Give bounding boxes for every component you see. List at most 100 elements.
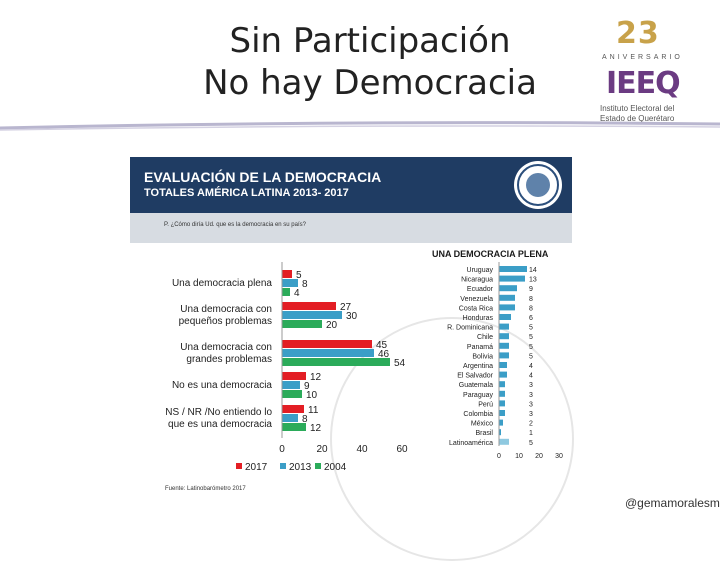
bar-2013 <box>282 279 298 287</box>
country-label: Venezuela <box>460 296 493 303</box>
category-label: Una democracia con <box>180 304 272 315</box>
bar-value-label: 12 <box>310 372 322 383</box>
country-value-label: 4 <box>529 373 533 380</box>
bar-2004 <box>282 423 306 431</box>
legend-swatch <box>236 463 242 469</box>
country-label: Paraguay <box>463 392 493 399</box>
country-value-label: 13 <box>529 277 537 284</box>
country-label: El Salvador <box>457 373 493 380</box>
category-label: que es una democracia <box>168 419 272 430</box>
country-bar <box>499 333 509 340</box>
x-tick-label: 0 <box>279 444 285 455</box>
bar-2017 <box>282 302 336 310</box>
category-label: grandes problemas <box>186 354 272 365</box>
anniversary-label: ANIVERSARIO <box>602 54 683 61</box>
bar-2013 <box>282 414 298 422</box>
country-value-label: 2 <box>529 421 533 428</box>
country-value-label: 3 <box>529 382 533 389</box>
latinobarometro-seal-icon <box>514 161 562 209</box>
country-label: Guatemala <box>459 382 493 389</box>
country-label: Uruguay <box>467 267 494 274</box>
category-label: No es una democracia <box>172 380 272 391</box>
category-label: Una democracia plena <box>172 278 272 289</box>
country-label: Argentina <box>463 363 493 370</box>
country-label: Ecuador <box>467 286 494 293</box>
right-x-tick-label: 30 <box>555 453 563 460</box>
legend-swatch <box>280 463 286 469</box>
twitter-handle: @gemamoralesmar <box>625 496 720 510</box>
bar-value-label: 8 <box>302 414 308 425</box>
bar-value-label: 11 <box>308 405 319 416</box>
country-label: Panamá <box>467 344 493 351</box>
title-divider <box>0 121 720 131</box>
country-value-label: 6 <box>529 315 533 322</box>
bar-value-label: 8 <box>302 279 308 290</box>
country-value-label: 3 <box>529 411 533 418</box>
country-label: Latinoamérica <box>449 440 493 447</box>
country-bar <box>499 381 505 388</box>
bar-2017 <box>282 372 306 380</box>
country-bar <box>499 342 509 349</box>
bar-value-label: 54 <box>394 358 406 369</box>
country-bar <box>499 285 517 292</box>
country-bar <box>499 362 507 368</box>
country-bar <box>499 304 515 311</box>
ieeq-logo: 23 ANIVERSARIO IEEQ Instituto Electoral … <box>596 14 700 124</box>
country-bar <box>499 410 505 416</box>
category-label: Una democracia con <box>180 342 272 353</box>
x-tick-label: 60 <box>396 444 408 455</box>
bar-value-label: 46 <box>378 349 390 360</box>
country-label: Bolivia <box>472 353 493 360</box>
country-bar <box>499 390 505 397</box>
country-label: R. Dominicana <box>447 325 493 332</box>
country-value-label: 3 <box>529 392 533 399</box>
country-label: Chile <box>477 334 493 341</box>
bar-2017 <box>282 340 372 348</box>
bar-value-label: 27 <box>340 302 352 313</box>
country-value-label: 8 <box>529 305 533 312</box>
bar-2004 <box>282 390 302 398</box>
legend-label: 2004 <box>324 462 347 473</box>
bar-value-label: 9 <box>304 381 310 392</box>
country-label: Colombia <box>463 411 493 418</box>
country-bar <box>499 294 515 301</box>
country-bar <box>499 323 509 330</box>
bar-value-label: 10 <box>306 390 318 401</box>
right-x-tick-label: 0 <box>497 453 501 460</box>
country-value-label: 8 <box>529 296 533 303</box>
category-label: NS / NR /No entiendo lo <box>165 407 272 418</box>
country-value-label: 14 <box>529 267 537 274</box>
country-bar <box>499 438 509 445</box>
country-label: Honduras <box>463 315 494 322</box>
country-bar <box>499 275 525 282</box>
right-x-tick-label: 10 <box>515 453 523 460</box>
chart-title: EVALUACIÓN DE LA DEMOCRACIA <box>144 169 382 185</box>
x-tick-label: 20 <box>316 444 328 455</box>
institute-name: Instituto Electoral del Estado de Querét… <box>600 104 675 123</box>
country-label: Perú <box>478 401 493 408</box>
country-bar <box>499 352 509 359</box>
brand-name: IEEQ <box>606 66 681 101</box>
country-value-label: 9 <box>529 286 533 293</box>
chart-header: EVALUACIÓN DE LA DEMOCRACIA TOTALES AMÉR… <box>130 157 572 213</box>
slide-title-line2: No hay Democracia <box>203 63 537 103</box>
country-label: Brasil <box>475 430 493 437</box>
bar-value-label: 4 <box>294 288 300 299</box>
bar-2004 <box>282 288 290 296</box>
bar-2004 <box>282 320 322 328</box>
country-value-label: 5 <box>529 344 533 351</box>
question-text: P. ¿Cómo diría Ud. que es la democracia … <box>164 222 306 228</box>
country-value-label: 5 <box>529 334 533 341</box>
legend-label: 2017 <box>245 462 268 473</box>
bar-value-label: 45 <box>376 340 388 351</box>
country-bar <box>499 314 511 320</box>
chart-source: Fuente: Latinobarómetro 2017 <box>165 486 246 492</box>
country-value-label: 4 <box>529 363 533 370</box>
bar-value-label: 12 <box>310 423 322 434</box>
anniversary-number: 23 <box>616 16 660 51</box>
country-value-label: 3 <box>529 401 533 408</box>
country-value-label: 5 <box>529 325 533 332</box>
bar-2004 <box>282 358 390 366</box>
bar-2013 <box>282 381 300 389</box>
bar-2013 <box>282 311 342 319</box>
